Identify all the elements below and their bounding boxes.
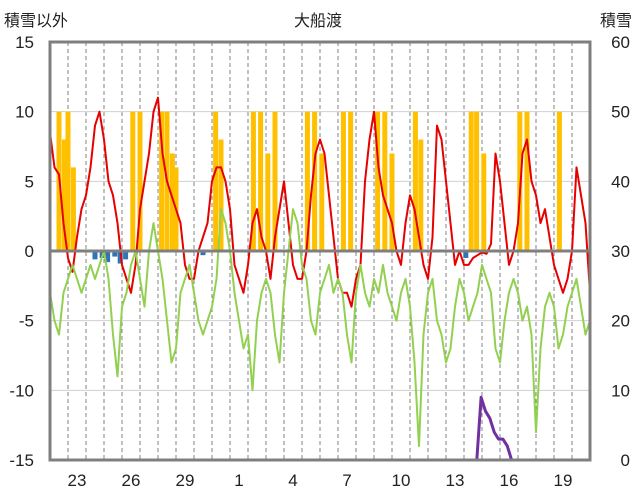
green-series-line — [49, 208, 591, 448]
left-tick-label: -5 — [19, 312, 34, 331]
left-tick-label: 15 — [15, 33, 34, 52]
orange-bar — [137, 111, 143, 252]
red-series-line — [49, 96, 591, 308]
orange-bar — [481, 153, 487, 251]
orange-bar — [218, 139, 224, 251]
left-tick-label: 10 — [15, 103, 34, 122]
right-tick-label: 60 — [611, 33, 630, 52]
left-tick-label: 0 — [25, 242, 34, 261]
x-tick-label: 23 — [68, 471, 87, 490]
right-tick-label: 50 — [611, 103, 630, 122]
orange-bar — [319, 153, 325, 251]
x-tick-label: 10 — [392, 471, 411, 490]
orange-bar — [61, 139, 67, 251]
orange-bar — [348, 111, 354, 252]
x-tick-label: 13 — [446, 471, 465, 490]
orange-bar — [412, 111, 418, 252]
right-tick-label: 10 — [611, 381, 630, 400]
bars-layer — [56, 111, 562, 264]
blue-bar — [112, 251, 118, 257]
left-tick-label: -10 — [9, 381, 34, 400]
x-tick-label: 16 — [500, 471, 519, 490]
orange-bar — [418, 139, 424, 251]
right-axis-label: 積雪 — [600, 12, 632, 30]
orange-bar — [213, 111, 219, 252]
orange-bar — [468, 111, 474, 252]
orange-bar — [70, 167, 76, 251]
blue-bar — [92, 251, 98, 260]
left-tick-label: 5 — [25, 172, 34, 191]
orange-bar — [375, 111, 381, 252]
right-tick-label: 20 — [611, 312, 630, 331]
orange-bar — [312, 111, 318, 252]
right-tick-label: 40 — [611, 172, 630, 191]
orange-bar — [524, 111, 530, 252]
orange-bar — [159, 111, 165, 252]
left-tick-label: -15 — [9, 451, 34, 470]
orange-bar — [65, 111, 71, 252]
orange-bar — [340, 111, 346, 252]
orange-bar — [304, 111, 310, 252]
orange-bar — [556, 111, 562, 252]
plot-frame — [48, 40, 592, 462]
orange-bar — [389, 153, 395, 251]
orange-bar — [169, 153, 175, 251]
right-tick-label: 0 — [621, 451, 630, 470]
blue-bar — [200, 251, 206, 256]
x-tick-label: 19 — [554, 471, 573, 490]
orange-bar — [130, 111, 136, 252]
orange-bar — [265, 153, 271, 251]
orange-bar — [250, 111, 256, 252]
right-tick-label: 30 — [611, 242, 630, 261]
orange-bar — [474, 111, 480, 252]
chart-title: 大船渡 — [294, 12, 342, 30]
blue-bar — [463, 251, 469, 258]
x-tick-label: 29 — [176, 471, 195, 490]
left-axis-label: 積雪以外 — [4, 12, 68, 30]
orange-bar — [382, 111, 388, 252]
x-tick-label: 26 — [122, 471, 141, 490]
x-tick-label: 1 — [234, 471, 243, 490]
blue-bar — [123, 251, 129, 260]
x-tick-label: 7 — [342, 471, 351, 490]
orange-bar — [258, 111, 264, 252]
orange-bar — [272, 111, 278, 252]
blue-bar — [105, 251, 111, 263]
x-tick-label: 4 — [288, 471, 297, 490]
